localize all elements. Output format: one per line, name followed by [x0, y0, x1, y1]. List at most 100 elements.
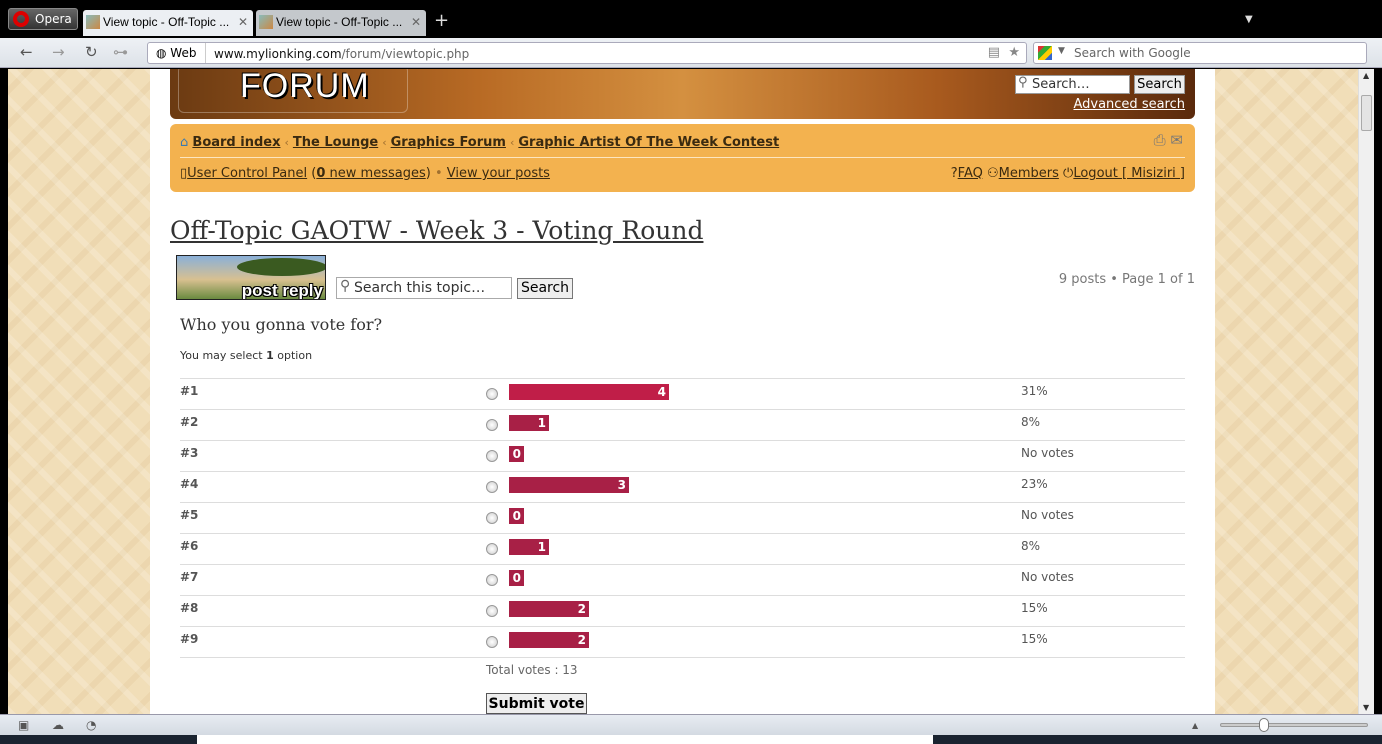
poll-option-label: #7: [180, 570, 199, 584]
print-icon[interactable]: ⎙: [1153, 131, 1166, 149]
total-votes: Total votes : 13: [486, 663, 578, 677]
home-icon: ⌂: [180, 135, 189, 150]
faq-icon: ?: [950, 166, 958, 181]
url-domain: www.mylionking.com: [214, 47, 342, 61]
poll-option-bar: 0: [509, 508, 524, 524]
divider: [180, 657, 1185, 658]
taskbar: [0, 735, 1382, 744]
poll-option-percent: No votes: [1021, 570, 1074, 584]
poll-option-radio[interactable]: [486, 481, 498, 493]
navbar: ⌂ Board index ‹ The Lounge ‹ Graphics Forum ‹…: [170, 124, 1195, 192]
reload-icon[interactable]: ↻: [85, 43, 98, 61]
poll-option-radio[interactable]: [486, 636, 498, 648]
tab-menu-icon[interactable]: ▼: [1245, 14, 1253, 25]
new-tab-button[interactable]: +: [434, 10, 450, 31]
new-messages-link[interactable]: 0 new messages: [316, 166, 426, 181]
scroll-up-icon[interactable]: ▲: [1363, 71, 1370, 80]
poll-option-row: #3 0 No votes: [180, 440, 1185, 471]
close-tab-icon[interactable]: ✕: [237, 15, 248, 29]
header-search-input[interactable]: Search…: [1015, 75, 1130, 94]
poll-option-label: #4: [180, 477, 199, 491]
url-field[interactable]: ◍ Web www.mylionking.com/forum/viewtopic…: [147, 42, 1027, 64]
status-bar: ▣ ☁ ◔ ▲: [0, 714, 1382, 735]
tab-bar: Opera View topic - Off-Topic ... ✕ View t…: [0, 0, 1382, 38]
poll-option-percent: No votes: [1021, 446, 1074, 460]
tab-active[interactable]: View topic - Off-Topic ... ✕: [83, 10, 253, 36]
header-search-button[interactable]: Search: [1134, 75, 1185, 94]
logout-link[interactable]: Logout [ Misiziri ]: [1073, 166, 1185, 181]
poll-option-label: #6: [180, 539, 199, 553]
ucp-link[interactable]: User Control Panel: [187, 166, 308, 181]
vertical-scrollbar[interactable]: ▲ ▼: [1358, 69, 1374, 714]
view-posts-link[interactable]: View your posts: [446, 166, 550, 181]
poll-option-bar: 1: [509, 415, 549, 431]
topic-search-input[interactable]: Search this topic…: [336, 277, 512, 299]
zoom-slider[interactable]: [1220, 718, 1368, 732]
poll-option-percent: No votes: [1021, 508, 1074, 522]
poll-option-bar: 2: [509, 601, 589, 617]
poll-option-radio[interactable]: [486, 512, 498, 524]
forum-logo[interactable]: FORUM: [240, 69, 370, 105]
zoom-up-icon[interactable]: ▲: [1192, 721, 1199, 730]
poll-option-label: #5: [180, 508, 199, 522]
submit-vote-button[interactable]: Submit vote: [486, 693, 587, 714]
poll-option-percent: 8%: [1021, 415, 1041, 429]
poll-option-percent: 15%: [1021, 632, 1048, 646]
page-title[interactable]: Off-Topic GAOTW - Week 3 - Voting Round: [170, 216, 704, 245]
bookmark-star-icon[interactable]: ★: [1008, 45, 1020, 60]
poll-option-label: #3: [180, 446, 199, 460]
email-icon[interactable]: ✉: [1170, 131, 1183, 149]
favicon-icon: [259, 15, 273, 29]
breadcrumb-board-index[interactable]: Board index: [192, 135, 281, 150]
poll-option-radio[interactable]: [486, 574, 498, 586]
site-info-button[interactable]: ◍ Web: [148, 43, 206, 63]
faq-link[interactable]: FAQ: [957, 166, 983, 181]
address-bar: ← → ↻ ⊶ ◍ Web www.mylionking.com/forum/v…: [0, 38, 1382, 68]
zoom-slider-knob[interactable]: [1259, 718, 1269, 732]
poll-option-row: #7 0 No votes: [180, 564, 1185, 595]
poll-option-row: #9 2 15%: [180, 626, 1185, 657]
poll-option-bar: 0: [509, 570, 524, 586]
poll-option-percent: 31%: [1021, 384, 1048, 398]
poll-option-radio[interactable]: [486, 388, 498, 400]
tab-inactive[interactable]: View topic - Off-Topic ... ✕: [256, 10, 426, 36]
viewport: FORUM Search… Search Advanced search ⌂ B…: [8, 69, 1358, 714]
forum-page: FORUM Search… Search Advanced search ⌂ B…: [150, 69, 1215, 714]
poll-option-bar: 3: [509, 477, 629, 493]
post-reply-button[interactable]: post reply: [176, 255, 326, 300]
poll-option-row: #1 4 31%: [180, 378, 1185, 409]
breadcrumb-the-lounge[interactable]: The Lounge: [292, 135, 379, 150]
rss-icon[interactable]: ▤: [987, 45, 1000, 60]
members-link[interactable]: Members: [998, 166, 1059, 181]
opera-unite-icon[interactable]: ☁: [52, 718, 64, 732]
turbo-icon[interactable]: ◔: [86, 718, 97, 732]
poll-option-radio[interactable]: [486, 450, 498, 462]
chevron-down-icon[interactable]: ▼: [1058, 46, 1065, 56]
panel-toggle-icon[interactable]: ▣: [18, 718, 30, 732]
poll-option-radio[interactable]: [486, 605, 498, 617]
members-icon: ⚇: [987, 166, 999, 181]
poll-option-radio[interactable]: [486, 543, 498, 555]
poll-option-bar: 1: [509, 539, 549, 555]
breadcrumb-gaotw-contest[interactable]: Graphic Artist Of The Week Contest: [518, 135, 780, 150]
google-search-field[interactable]: ▼ Search with Google: [1033, 42, 1367, 64]
scrollbar-thumb[interactable]: [1361, 95, 1372, 131]
poll-option-row: #8 2 15%: [180, 595, 1185, 626]
breadcrumb-graphics-forum[interactable]: Graphics Forum: [390, 135, 506, 150]
opera-menu-button[interactable]: Opera: [8, 8, 78, 30]
forward-icon[interactable]: →: [52, 43, 65, 61]
logout-icon: ⏻: [1063, 166, 1074, 181]
poll-option-label: #1: [180, 384, 199, 398]
forum-header: FORUM Search… Search Advanced search: [170, 69, 1195, 119]
poll-option-label: #9: [180, 632, 199, 646]
topic-search-button[interactable]: Search: [517, 278, 573, 299]
scroll-down-icon[interactable]: ▼: [1363, 703, 1370, 712]
advanced-search-link[interactable]: Advanced search: [1073, 97, 1185, 112]
back-icon[interactable]: ←: [20, 43, 33, 61]
pagination: 9 posts • Page 1 of 1: [1058, 272, 1195, 287]
poll-question: Who you gonna vote for?: [180, 315, 383, 334]
close-tab-icon[interactable]: ✕: [410, 15, 421, 29]
poll-option-percent: 15%: [1021, 601, 1048, 615]
key-icon[interactable]: ⊶: [113, 43, 128, 61]
poll-option-radio[interactable]: [486, 419, 498, 431]
